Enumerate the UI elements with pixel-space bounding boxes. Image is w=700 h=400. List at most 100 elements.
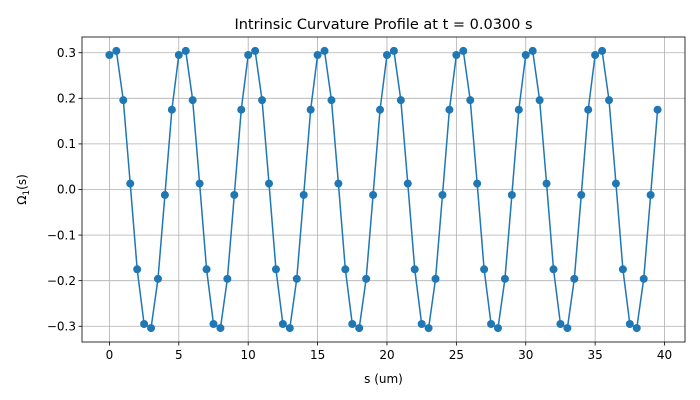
data-point [646,190,655,199]
data-point [271,265,280,274]
data-point [584,105,593,114]
data-point [639,274,648,283]
data-point [181,46,190,55]
plot-frame [81,36,686,343]
data-point [563,324,572,333]
y-tick-label: −0.3 [47,319,76,333]
y-tick-label: 0.0 [57,183,76,197]
data-point [265,179,274,188]
data-point [147,324,156,333]
data-point [591,51,600,60]
data-point [424,324,433,333]
data-point [285,324,294,333]
data-point [112,46,121,55]
data-point [480,265,489,274]
x-tick-label: 15 [310,348,325,362]
data-point [348,319,357,328]
data-point [244,51,253,60]
data-point [376,105,385,114]
chart-title: Intrinsic Curvature Profile at t = 0.030… [234,17,532,33]
data-point [306,105,315,114]
x-tick-label: 0 [106,348,114,362]
data-point [625,319,634,328]
data-point [230,190,239,199]
data-point [382,51,391,60]
data-point [369,190,378,199]
data-point [126,179,135,188]
x-tick-label: 30 [518,348,533,362]
data-point [327,96,336,105]
data-point [466,96,475,105]
data-point [618,265,627,274]
data-point [278,319,287,328]
data-point [195,179,204,188]
data-point [528,46,537,55]
data-point [514,105,523,114]
data-point [188,96,197,105]
data-point [258,96,267,105]
y-axis-label-argument: (s) [15,174,29,190]
data-point [598,46,607,55]
x-tick-label: 25 [449,348,464,362]
y-tick-label: −0.1 [47,228,76,242]
x-tick-label: 35 [587,348,602,362]
data-point [556,319,565,328]
data-point [570,274,579,283]
data-point [251,46,260,55]
data-point [313,51,322,60]
y-axis-label: Ω1(s) [15,174,32,205]
data-point [341,265,350,274]
data-point [133,265,142,274]
data-point [209,319,218,328]
x-tick-label: 10 [241,348,256,362]
data-point [507,190,516,199]
data-point [320,46,329,55]
data-point [153,274,162,283]
data-point [299,190,308,199]
data-point [174,51,183,60]
data-point [140,319,149,328]
data-point [487,319,496,328]
data-point [410,265,419,274]
y-tick-label: 0.1 [57,137,76,151]
data-point [119,96,128,105]
x-tick-label: 40 [657,348,672,362]
data-point [535,96,544,105]
data-point [167,105,176,114]
data-point [500,274,509,283]
data-point [160,190,169,199]
data-point [452,51,461,60]
data-point [223,274,232,283]
data-point [549,265,558,274]
x-tick-label: 20 [379,348,394,362]
data-point [396,96,405,105]
data-point [521,51,530,60]
data-point [216,324,225,333]
data-point [611,179,620,188]
y-tick-label: 0.2 [57,92,76,106]
data-point [473,179,482,188]
data-point [355,324,364,333]
data-point [459,46,468,55]
data-point [493,324,502,333]
data-point [362,274,371,283]
data-point [389,46,398,55]
y-tick-label: −0.2 [47,274,76,288]
data-point [438,190,447,199]
data-point [542,179,551,188]
y-tick-label: 0.3 [57,46,76,60]
grid [82,37,685,342]
data-point [653,105,662,114]
data-point [403,179,412,188]
data-point [632,324,641,333]
data-point [202,265,211,274]
data-point [334,179,343,188]
x-tick-label: 5 [175,348,183,362]
axis-ticks: 0 5 10 15 20 25 30 35 40 −0.3 −0.2 −0.1 0.0 0.1 0.2 0.3 [47,46,672,362]
data-point [237,105,246,114]
data-point [577,190,586,199]
data-point [417,319,426,328]
data-point [431,274,440,283]
